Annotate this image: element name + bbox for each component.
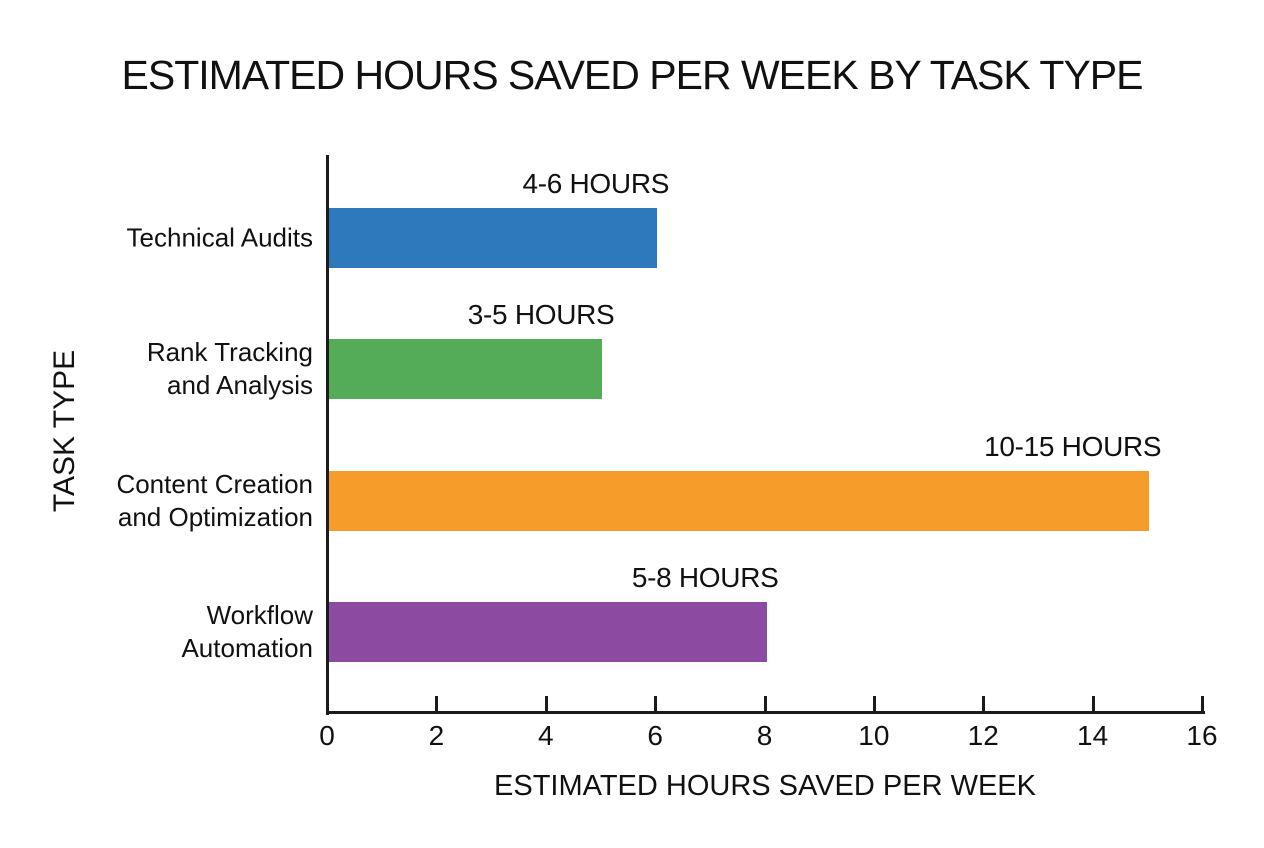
x-tick-label: 2 [428,720,445,751]
category-label: Workflow Automation [181,599,313,663]
x-tick-label: 12 [967,720,999,751]
bar-range-label: 5-8 HOURS [631,561,779,593]
y-axis-title: TASK TYPE [48,349,81,513]
x-tick-mark [1201,696,1204,712]
x-tick-label: 10 [858,720,890,751]
bar-range-label: 3-5 HOURS [467,299,615,331]
x-tick-mark [872,696,876,712]
x-tick-label: 4 [537,720,554,751]
x-tick-mark [1091,696,1095,712]
bar-rank-tracking-and-analysis [329,339,603,400]
bar-technical-audits [329,208,658,268]
bar-range-label: 4-6 HOURS [522,168,670,199]
x-tick-label: 0 [319,720,335,751]
x-tick-mark [982,696,986,712]
chart-title: ESTIMATED HOURS SAVED PER WEEK BY TASK T… [121,52,1144,98]
x-axis-title: ESTIMATED HOURS SAVED PER WEEK [494,770,1036,802]
x-tick-label: 14 [1077,720,1109,751]
x-tick-label: 6 [647,720,663,751]
x-tick-mark [544,696,548,712]
x-tick-label: 16 [1186,720,1218,751]
y-axis-line [326,155,329,715]
x-axis-line [326,711,1205,714]
category-label: Content Creation and Optimization [116,468,313,532]
bar-workflow-automation [329,601,767,662]
x-tick-label: 8 [756,720,773,751]
bar-content-creation-and-optimization [329,470,1150,531]
bar-range-label: 10-15 HOURS [984,430,1162,462]
x-tick-mark [435,696,439,712]
x-tick-mark [654,696,658,712]
x-tick-mark [763,696,767,712]
x-tick-mark [326,696,329,712]
category-label: Technical Audits [126,222,313,253]
category-label: Rank Tracking and Analysis [146,337,313,401]
